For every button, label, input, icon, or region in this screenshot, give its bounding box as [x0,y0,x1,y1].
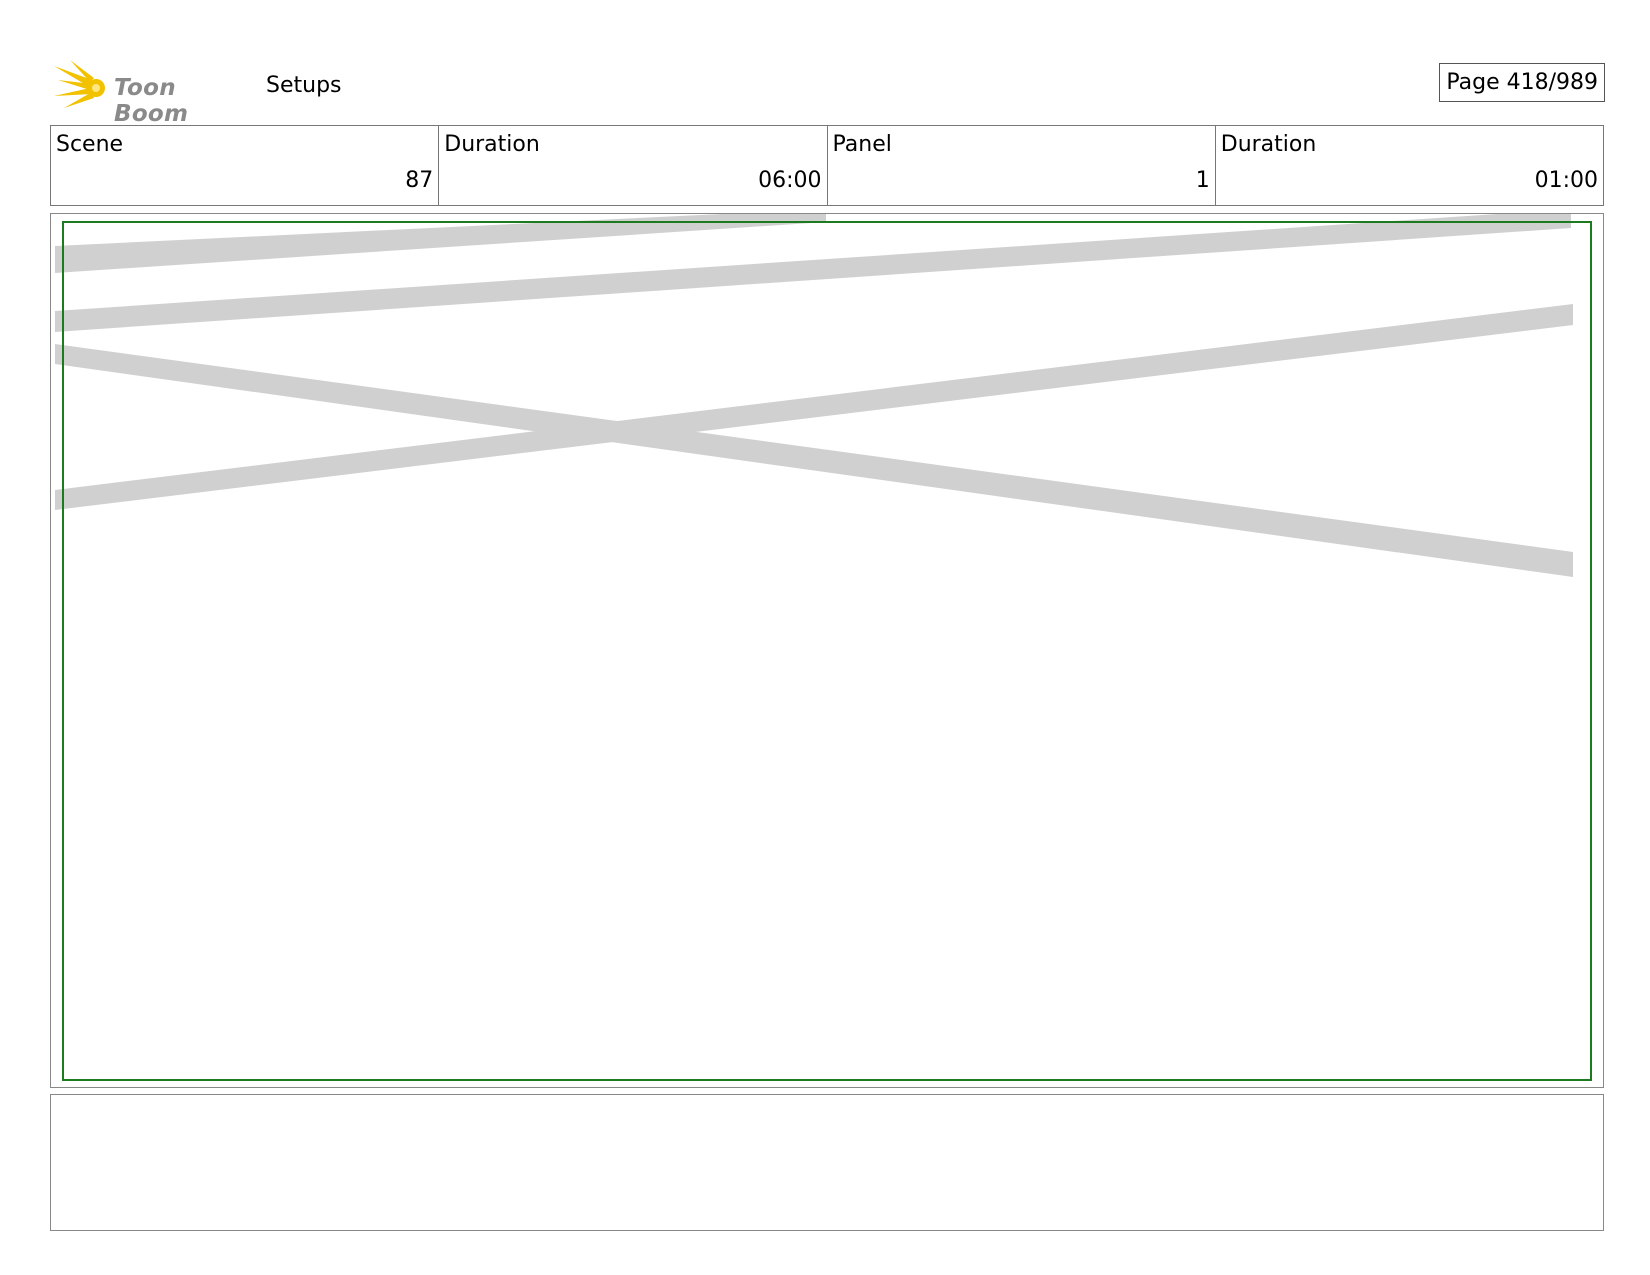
scene-info-table: Scene 87 Duration 06:00 Panel 1 Duration… [50,125,1604,206]
notes-box[interactable] [50,1094,1604,1231]
panel-sketch [55,214,1573,577]
storyboard-panel-image [50,213,1604,1088]
panel-cell: Panel 1 [828,126,1216,205]
panel-duration-cell: Duration 01:00 [1216,126,1603,205]
sketch-stroke [55,214,826,273]
scene-duration-cell: Duration 06:00 [439,126,828,205]
scene-duration-label: Duration [444,132,540,157]
safe-frame [62,221,1592,1081]
scene-value: 87 [405,168,434,193]
page-number: Page 418/989 [1439,63,1605,102]
brand-name: Toon Boom [114,75,189,127]
panel-value: 1 [1195,168,1210,193]
document-title: Setups [266,73,342,98]
sketch-stroke [55,304,1573,510]
sketch-stroke [55,214,1571,332]
toon-boom-burst-icon [54,60,105,108]
scene-duration-value: 06:00 [758,168,822,193]
scene-cell: Scene 87 [51,126,440,205]
toon-boom-logo: Toon Boom [54,58,254,127]
page-header: Toon Boom Setups Page 418/989 [50,50,1605,127]
sketch-stroke [55,344,1573,577]
scene-label: Scene [56,132,124,157]
panel-label: Panel [832,132,892,157]
panel-duration-value: 01:00 [1534,168,1598,193]
panel-duration-label: Duration [1220,132,1317,157]
